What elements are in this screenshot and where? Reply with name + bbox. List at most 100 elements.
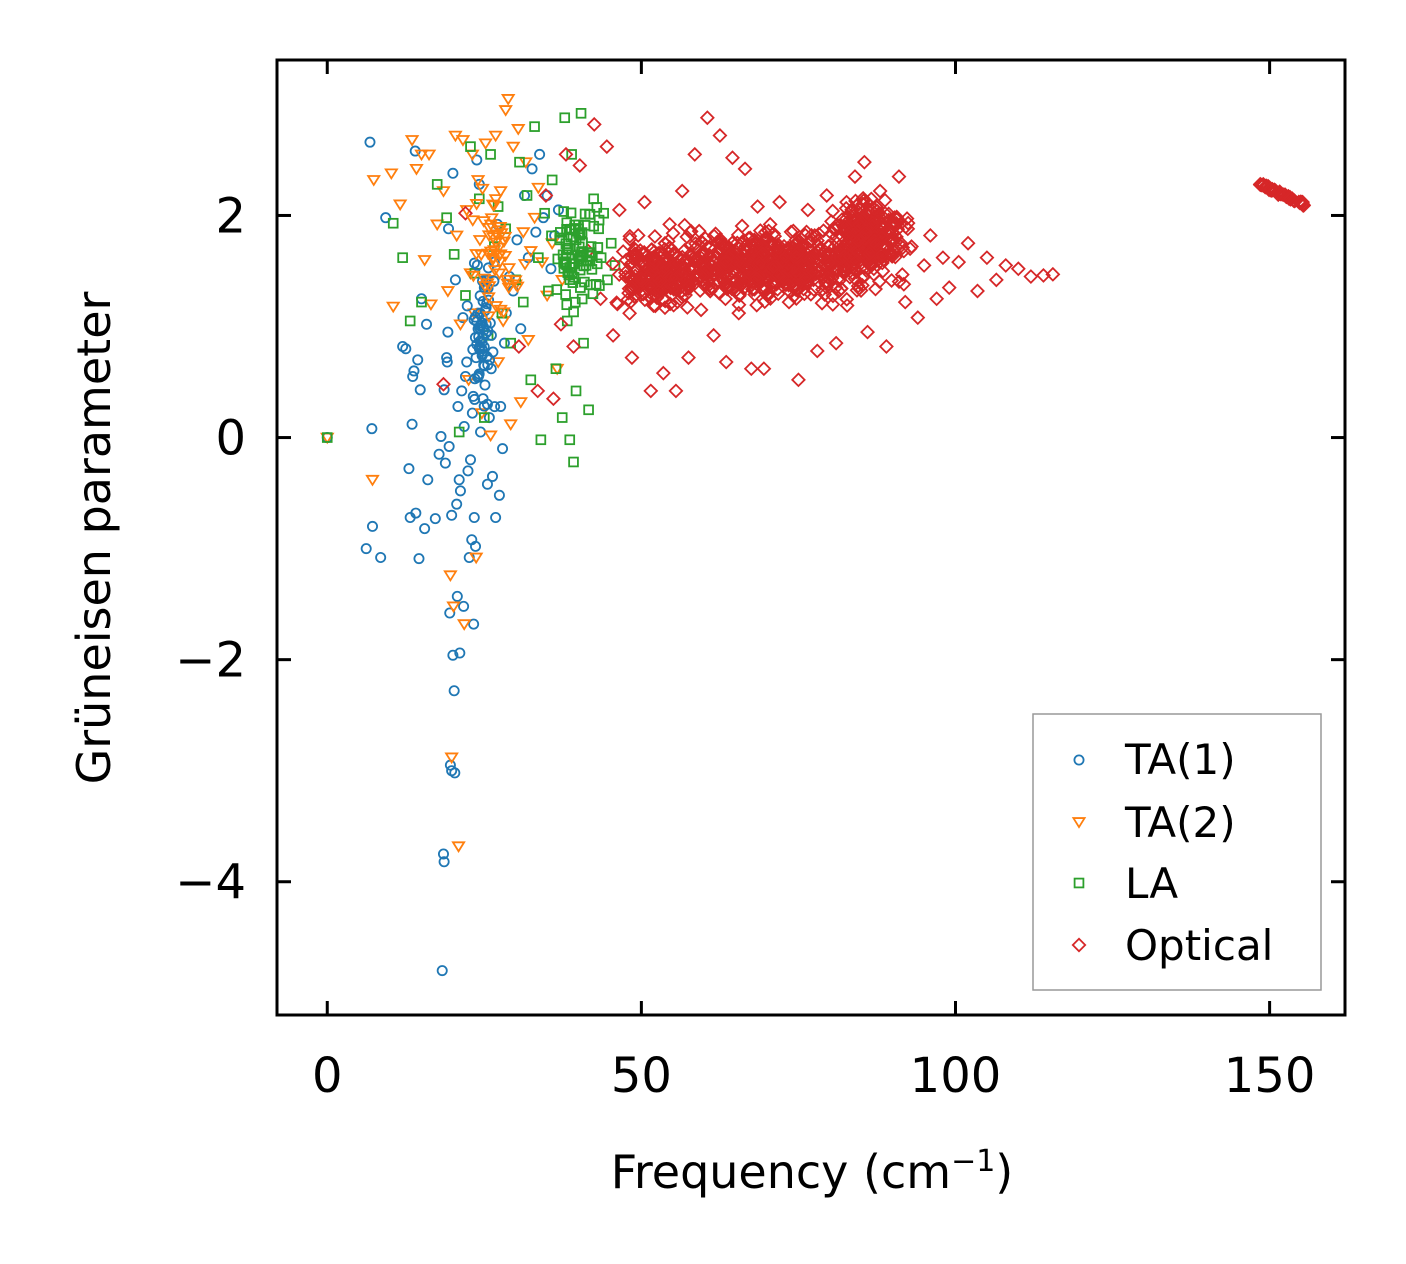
x-tick-label: 50 bbox=[611, 1048, 672, 1104]
x-tick-label: 0 bbox=[312, 1048, 343, 1104]
dense-point-diamond bbox=[683, 223, 699, 239]
data-point-diamond bbox=[781, 294, 797, 310]
dense-point-triangle bbox=[517, 259, 533, 271]
dense-point-diamond bbox=[884, 272, 900, 288]
dense-point-diamond bbox=[858, 194, 874, 210]
dense-point-diamond bbox=[870, 206, 886, 222]
data-point-diamond bbox=[718, 354, 734, 370]
data-point-circle bbox=[438, 856, 450, 868]
dense-point-diamond bbox=[731, 269, 747, 285]
data-point-circle bbox=[447, 649, 459, 661]
dense-cloud bbox=[461, 176, 1312, 413]
dense-point-diamond bbox=[896, 276, 912, 292]
data-point-square bbox=[517, 296, 529, 308]
data-point-diamond bbox=[586, 116, 602, 132]
dense-point-diamond bbox=[831, 283, 847, 299]
data-point-square bbox=[546, 174, 558, 186]
data-point-triangle bbox=[414, 149, 429, 162]
data-point-triangle bbox=[500, 94, 516, 106]
data-point-circle bbox=[458, 600, 470, 612]
dense-point-square bbox=[578, 260, 590, 272]
data-point-diamond bbox=[828, 335, 844, 351]
dense-point-diamond bbox=[858, 225, 874, 241]
data-point-circle bbox=[464, 454, 476, 466]
data-point-diamond bbox=[674, 183, 690, 199]
dense-point-diamond bbox=[653, 259, 669, 274]
dense-point-diamond bbox=[844, 212, 860, 228]
data-point-triangle bbox=[461, 374, 476, 387]
dense-point-triangle bbox=[492, 222, 508, 234]
data-point-diamond bbox=[611, 202, 627, 218]
data-point-circle bbox=[511, 234, 523, 246]
dense-point-diamond bbox=[737, 273, 753, 289]
dense-point-diamond bbox=[839, 298, 855, 314]
dense-point-diamond bbox=[679, 299, 695, 315]
dense-point-triangle bbox=[469, 249, 484, 261]
dense-point-diamond bbox=[894, 267, 910, 283]
data-point-diamond bbox=[681, 350, 696, 366]
dense-point-diamond bbox=[679, 252, 695, 268]
dense-point-diamond bbox=[736, 233, 752, 248]
data-point-circle bbox=[466, 407, 478, 419]
dense-point-circle bbox=[468, 257, 480, 269]
data-point-circle bbox=[442, 326, 454, 338]
data-point-circle bbox=[498, 337, 510, 349]
data-point-circle bbox=[454, 485, 466, 497]
dense-point-square bbox=[593, 214, 605, 226]
data-point-diamond bbox=[605, 327, 621, 343]
dense-point-diamond bbox=[881, 206, 897, 222]
legend-label-ta2: TA(2) bbox=[1124, 798, 1236, 847]
dense-point-diamond bbox=[831, 238, 847, 254]
data-point-square bbox=[514, 156, 525, 168]
dense-point-diamond bbox=[874, 247, 890, 262]
data-point-circle bbox=[413, 553, 425, 565]
dense-point-diamond bbox=[708, 262, 724, 278]
data-point-diamond bbox=[566, 339, 581, 354]
y-tick-label: −2 bbox=[175, 633, 246, 689]
data-point-diamond bbox=[643, 383, 659, 399]
legend-marker-circle bbox=[1073, 754, 1085, 766]
dense-point-diamond bbox=[622, 228, 638, 244]
data-point-circle bbox=[438, 384, 450, 396]
dense-point-diamond bbox=[696, 277, 712, 293]
dense-point-diamond bbox=[830, 263, 846, 279]
dense-point-diamond bbox=[810, 238, 826, 254]
dense-point-diamond bbox=[803, 234, 819, 250]
dense-point-circle bbox=[489, 401, 501, 413]
data-point-circle bbox=[534, 148, 546, 160]
data-point-circle bbox=[530, 226, 542, 238]
data-point-diamond bbox=[897, 294, 913, 310]
data-point-diamond bbox=[630, 227, 646, 243]
dense-point-square bbox=[551, 284, 563, 295]
data-point-triangle bbox=[429, 219, 445, 232]
dense-point-diamond bbox=[839, 291, 855, 307]
data-point-diamond bbox=[743, 361, 759, 377]
data-point-circle bbox=[366, 423, 378, 435]
data-point-circle bbox=[449, 767, 461, 779]
data-point-circle bbox=[414, 384, 426, 396]
dense-point-diamond bbox=[839, 194, 855, 210]
dense-point-triangle bbox=[487, 265, 503, 277]
legend-label-la: LA bbox=[1125, 859, 1178, 908]
data-point-triangle bbox=[470, 175, 486, 187]
legend-label-ta1: TA(1) bbox=[1124, 735, 1236, 784]
dense-point-square bbox=[568, 306, 579, 318]
dense-point-diamond bbox=[817, 287, 833, 302]
dense-point-triangle bbox=[488, 194, 504, 206]
dense-point-diamond bbox=[775, 252, 791, 268]
data-point-triangle bbox=[468, 552, 484, 565]
dense-point-diamond bbox=[855, 208, 871, 223]
data-point-square bbox=[566, 149, 577, 160]
data-point-circle bbox=[495, 400, 507, 412]
data-point-circle bbox=[447, 167, 459, 179]
data-point-diamond bbox=[712, 128, 728, 143]
data-point-diamond bbox=[910, 310, 926, 326]
dense-point-triangle bbox=[475, 183, 490, 196]
dense-point-diamond bbox=[647, 298, 663, 314]
dense-point-triangle bbox=[510, 281, 525, 294]
dense-point-triangle bbox=[480, 278, 495, 291]
data-point-diamond bbox=[436, 376, 451, 392]
data-point-diamond bbox=[800, 202, 816, 218]
dense-point-diamond bbox=[848, 253, 864, 269]
data-point-triangle bbox=[451, 841, 466, 853]
